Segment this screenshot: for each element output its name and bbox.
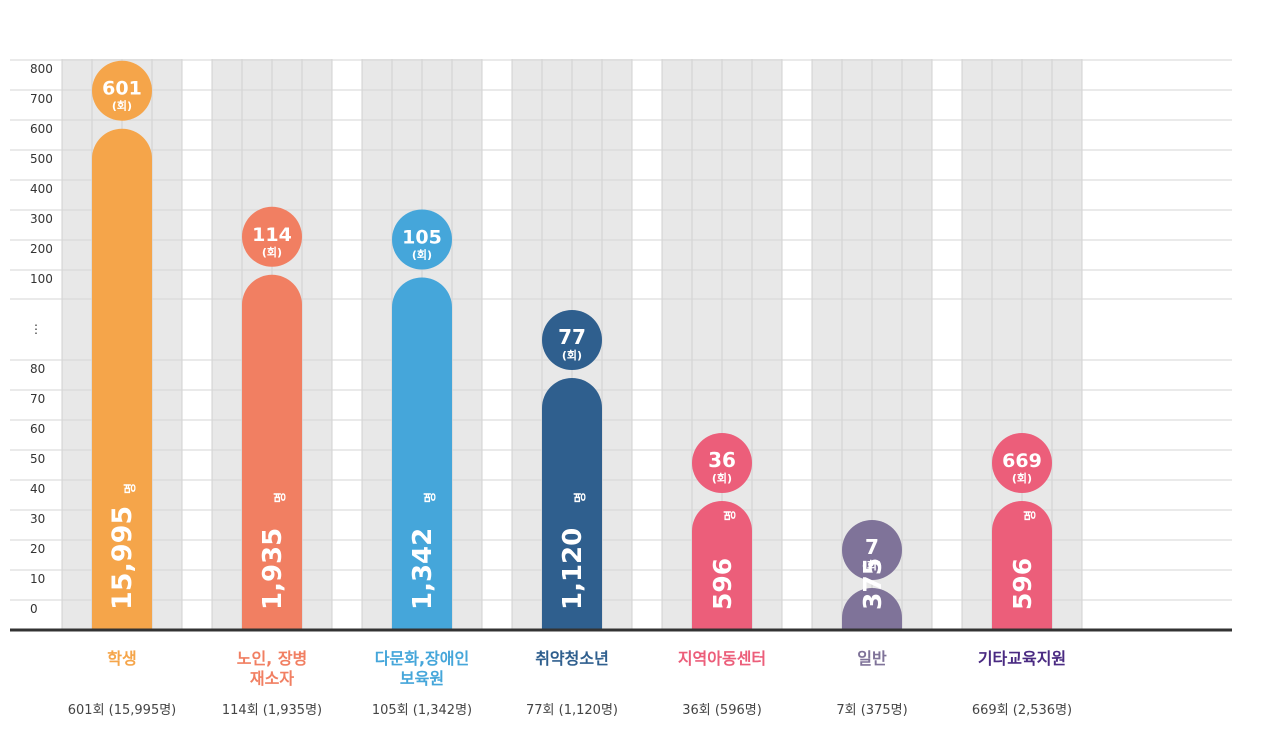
bubble-unit: (회) [1012,471,1032,485]
y-tick-label: 600 [30,122,53,136]
bar-people-value: 596 [1008,558,1037,610]
y-tick-label: 800 [30,62,53,76]
y-tick-label: 700 [30,92,53,106]
y-tick-label: 0 [30,602,38,616]
y-tick-label: 100 [30,272,53,286]
bubble-unit: (회) [562,348,582,362]
y-tick-label: 500 [30,152,53,166]
y-axis: 800700600500400300200100⋮807060504030201… [30,62,53,616]
bubble-unit: (회) [262,245,282,259]
y-tick-label: 50 [30,452,45,466]
bar [692,501,752,630]
bubble-count: 77 [558,325,586,349]
bar-people-unit: 명 [273,492,287,503]
category-summary: 7회 (375명) [836,703,907,718]
category-label: 지역아동센터 [678,649,766,668]
category-label: 재소자 [250,669,294,688]
category-label: 다문화,장애인 [375,649,469,668]
bubble-count: 36 [708,448,736,472]
bubble-count: 669 [1002,450,1042,472]
bubble [692,433,752,493]
chart-bars: 601(회)15,995명114(회)1,935명105(회)1,342명77(… [92,60,1052,630]
bubble-count: 7 [865,535,879,559]
y-tick-label: 70 [30,392,45,406]
category-label: 일반 [857,649,887,668]
bar-people-value: 375 [858,558,887,610]
y-tick-label: 60 [30,422,45,436]
bubble-unit: (회) [712,471,732,485]
bubble [842,520,902,580]
bar-people-unit: 명 [723,510,737,521]
bar-people-unit: 명 [123,483,137,494]
bubble-count: 601 [102,78,142,100]
category-summary: 36회 (596명) [682,703,762,718]
bar-people-unit: 명 [1023,510,1037,521]
bar [542,378,602,630]
y-tick-label: 200 [30,242,53,256]
bubble [992,433,1052,493]
y-tick-label: 20 [30,542,45,556]
bubble-count: 105 [402,227,442,249]
bubble-unit: (회) [112,99,132,113]
bar-people-value: 1,935 [258,528,288,610]
y-tick-label: 400 [30,182,53,196]
bar [842,588,902,630]
bubble [92,60,152,121]
category-summary: 105회 (1,342명) [372,703,472,718]
category-summary: 669회 (2,536명) [972,703,1072,718]
bubble [392,209,452,270]
y-axis-break-symbol: ⋮ [30,322,42,336]
bar-people-value: 1,342 [408,528,438,610]
bar-people-value: 15,995 [107,506,138,610]
y-tick-label: 300 [30,212,53,226]
category-label: 취약청소년 [535,649,609,668]
bar [392,277,452,630]
y-tick-label: 80 [30,362,45,376]
category-label: 보육원 [400,669,444,688]
bubble [242,206,302,267]
bar [992,501,1052,630]
bar-people-unit: 명 [423,492,437,503]
y-tick-label: 40 [30,482,45,496]
bar [242,274,302,630]
bubble [542,310,602,370]
y-tick-label: 30 [30,512,45,526]
category-summary: 601회 (15,995명) [68,703,177,718]
bubble-unit: (회) [412,248,432,262]
bubble-count: 114 [252,224,292,246]
bar-people-value: 1,120 [558,528,588,610]
category-label: 학생 [107,649,136,668]
category-label: 기타교육지원 [978,649,1066,668]
category-label: 노인, 장병 [237,649,308,668]
category-summary: 77회 (1,120명) [526,703,618,718]
category-summary: 114회 (1,935명) [222,703,322,718]
bar-people-value: 596 [708,558,737,610]
bar [92,128,152,630]
y-tick-label: 10 [30,572,45,586]
bubble-unit: (회) [862,558,882,572]
bar-people-unit: 명 [573,492,587,503]
